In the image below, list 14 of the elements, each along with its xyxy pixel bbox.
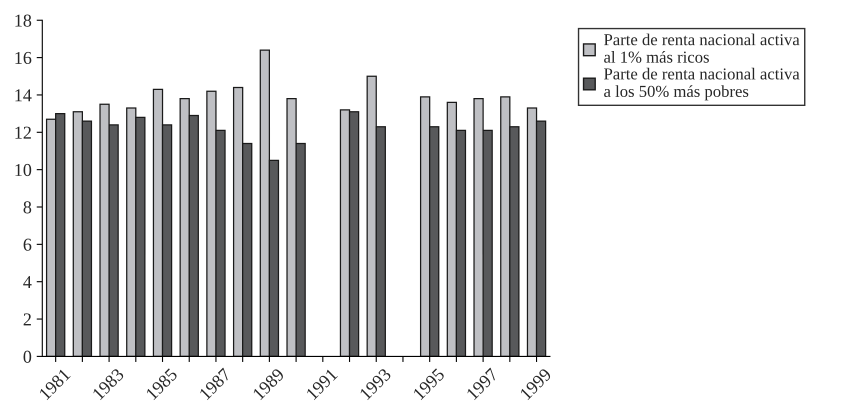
y-tick-label: 12 xyxy=(15,126,31,139)
y-tick-label: 0 xyxy=(24,350,32,363)
y-tick-label: 16 xyxy=(15,52,32,64)
y-tick-label: 10 xyxy=(15,164,32,176)
x-tick-label: 1981 xyxy=(38,368,71,400)
y-tick-label: 4 xyxy=(23,276,32,288)
y-tick-label: 2 xyxy=(24,313,31,326)
legend-label: Parte de renta nacional activa al 1% más ricos xyxy=(604,34,800,63)
y-tick-label: 6 xyxy=(24,238,32,251)
x-tick-label: 1991 xyxy=(306,368,338,400)
y-tick-label: 14 xyxy=(15,89,32,102)
legend-label: Parte de renta nacional activa a los 50% más pobres xyxy=(604,68,800,100)
y-tick-label: 8 xyxy=(24,201,32,214)
y-tick-label: 18 xyxy=(15,14,32,27)
